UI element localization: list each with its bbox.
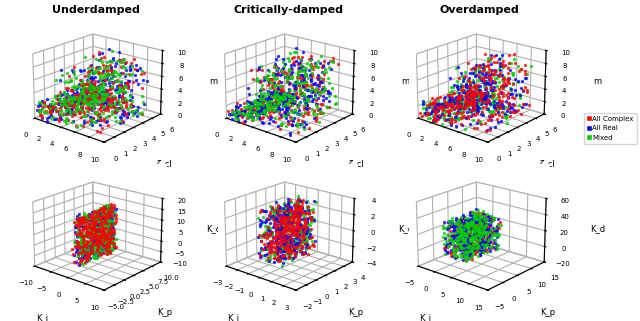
Y-axis label: K_p: K_p [349,308,364,317]
X-axis label: ω_cl: ω_cl [225,165,243,174]
Title: Critically-damped: Critically-damped [233,5,343,15]
X-axis label: ω_cl: ω_cl [417,165,435,174]
X-axis label: ω_cl: ω_cl [33,165,51,174]
Y-axis label: ζ_cl: ζ_cl [348,160,364,169]
Legend: All Complex, All Real, Mixed: All Complex, All Real, Mixed [584,113,637,144]
Title: Overdamped: Overdamped [440,5,520,15]
X-axis label: K_i: K_i [36,313,48,321]
Y-axis label: ζ_cl: ζ_cl [156,160,172,169]
X-axis label: K_i: K_i [419,313,431,321]
X-axis label: K_i: K_i [228,313,240,321]
Y-axis label: K_p: K_p [540,308,556,317]
Y-axis label: ζ_cl: ζ_cl [540,160,556,169]
Title: Underdamped: Underdamped [52,5,140,15]
Y-axis label: K_p: K_p [157,308,172,317]
